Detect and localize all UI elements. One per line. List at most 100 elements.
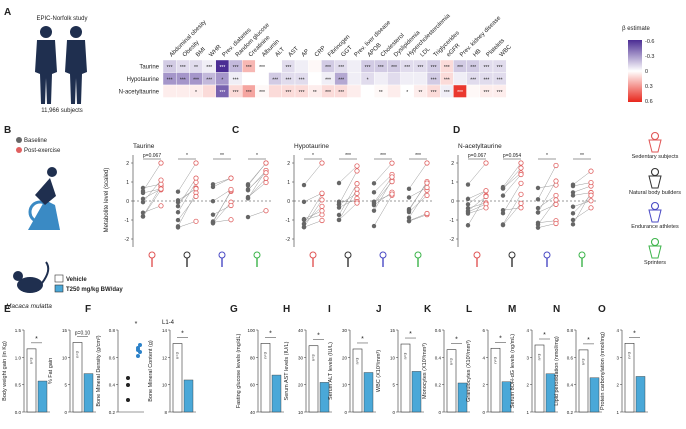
athlete-label: Sedentary subjects	[632, 154, 679, 160]
baseline-point	[301, 225, 307, 230]
bar-tick-label: 100	[247, 328, 255, 333]
post-point	[518, 180, 524, 186]
athlete-icon-head	[414, 251, 422, 259]
baseline-point	[301, 216, 307, 222]
post-point	[193, 179, 199, 185]
baseline-point	[336, 212, 342, 218]
athlete-icon-head	[309, 251, 317, 259]
post-point	[319, 208, 325, 214]
baseline-point	[570, 183, 576, 189]
heatmap-cell	[387, 84, 401, 98]
y-tick-label: 1	[451, 180, 454, 186]
vehicle-bar	[446, 349, 457, 413]
baseline-point	[535, 225, 541, 230]
baseline-point	[535, 185, 541, 191]
significance-star: ***	[325, 77, 331, 83]
pair-line	[247, 162, 267, 185]
pair-line	[537, 180, 557, 213]
bar-tick-label: 60	[250, 383, 256, 388]
panel-letter-k: K	[424, 304, 432, 315]
treated-point	[136, 354, 140, 358]
significance: *	[499, 335, 502, 342]
pair-line	[247, 170, 267, 191]
y-tick-label: 2	[126, 161, 129, 167]
study-title: EPIC-Norfolk study	[36, 16, 87, 22]
bar-tick-label: 40	[298, 328, 304, 333]
baseline-point	[245, 214, 251, 220]
post-point	[228, 202, 234, 209]
pair-line	[467, 195, 487, 226]
column-label: HB	[472, 48, 482, 58]
pair-line	[373, 174, 393, 193]
post-point	[553, 192, 559, 199]
post-point	[228, 217, 234, 223]
baseline-point	[371, 223, 377, 229]
athlete-icon-head	[578, 251, 586, 259]
male-silhouette-head	[70, 26, 82, 38]
significance-star: ***	[285, 90, 291, 96]
baseline-point	[140, 196, 146, 202]
bar-tick-label: 0.6	[109, 355, 116, 360]
bar-tick-label: 40	[250, 410, 256, 415]
p-value: *	[312, 153, 314, 159]
bar-tick-label: 0	[482, 410, 485, 415]
legend-post: Post-exercise	[24, 148, 61, 154]
bar-tick-label: 0	[344, 410, 347, 415]
significance-star: **	[313, 90, 317, 96]
female-silhouette-head	[40, 26, 52, 38]
bike-frame	[28, 200, 60, 230]
significance: *	[543, 332, 546, 339]
pair-line	[338, 183, 358, 216]
legend-tick: -0.6	[645, 39, 654, 45]
significance-star: ***	[246, 90, 252, 96]
pair-line	[212, 177, 232, 185]
pair-line	[177, 177, 197, 207]
exercise-bike-icon	[28, 167, 60, 230]
pair-line	[142, 189, 162, 217]
baseline-point	[175, 225, 181, 230]
post-point	[354, 186, 360, 192]
bar-y-label: Bone Mineral Density (g/cm²)	[96, 335, 102, 406]
significance-star: ***	[180, 77, 186, 83]
bar-y-label: Serum ALT levels (IU/L)	[328, 342, 334, 400]
post-point	[424, 160, 430, 166]
pair-line	[212, 205, 232, 215]
significance-star: ***	[285, 77, 291, 83]
significance-star: ***	[246, 65, 252, 71]
pair-line	[142, 186, 162, 217]
significance-star: ***	[299, 77, 305, 83]
panel-letter-g: G	[230, 304, 238, 315]
significance-star: ***	[167, 77, 173, 83]
post-point	[263, 175, 269, 181]
baseline-point	[140, 188, 146, 194]
treated-bar	[363, 372, 374, 413]
pair-line	[303, 199, 323, 228]
heatmap-cell	[374, 72, 388, 86]
post-point	[553, 162, 559, 169]
pair-line	[408, 182, 428, 210]
post-point	[263, 160, 269, 166]
bar-tick-label: 2	[482, 383, 485, 388]
pair-line	[303, 162, 323, 186]
vehicle-bar	[260, 343, 271, 413]
bar-panel-e1: Body weight gain (in Kg) 1.5 1.0 0.5 0.0 n=3 *	[2, 328, 50, 415]
pair-line	[408, 190, 428, 218]
baseline-point	[406, 195, 412, 200]
post-point	[424, 180, 430, 186]
significance-star: ***	[470, 77, 476, 83]
post-point	[389, 174, 395, 180]
treated-bar	[37, 380, 48, 413]
significance-star: ***	[431, 77, 437, 83]
heatmap-cell	[308, 72, 322, 86]
significance-star: ***	[457, 90, 463, 96]
pair-line	[502, 207, 522, 211]
pair-line	[338, 170, 358, 205]
panel-title: N-acetyltaurine	[458, 143, 502, 150]
significance-star: **	[379, 90, 383, 96]
post-point	[263, 170, 269, 176]
significance-star: ***	[193, 77, 199, 83]
bar-tick-label: 4	[482, 355, 485, 360]
bar-tick-label: 0.5	[15, 383, 22, 388]
